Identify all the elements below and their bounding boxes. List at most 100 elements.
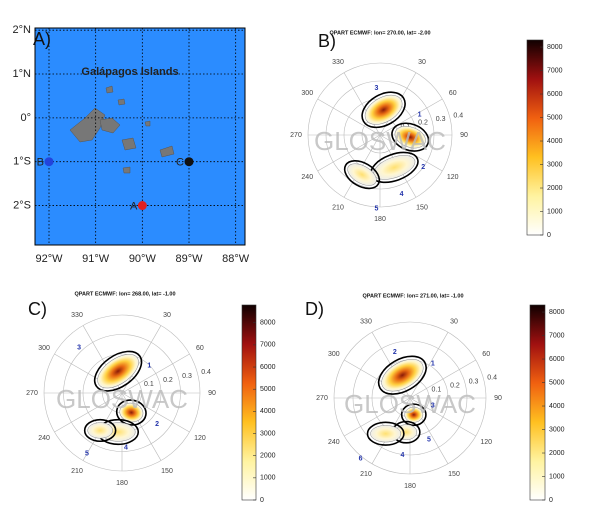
colorbar-tick-label: 2000 [549,450,565,457]
day-label: 4 [124,444,128,451]
contour-outline [377,355,427,395]
contour-fill [87,422,113,439]
colorbar-tick-label: 8000 [549,309,565,316]
y-tick-label: 0° [20,112,31,124]
island [121,137,137,151]
theta-tick-label: 60 [482,351,490,358]
r-tick-label: 0.2 [418,120,428,127]
day-label: 3 [77,345,81,352]
day-label: 5 [374,205,378,212]
theta-tick-label: 90 [460,132,468,139]
colorbar-tick-label: 5000 [260,386,276,393]
y-tick-label: 1°S [13,156,31,168]
watermark: GLOSWAC [344,389,476,419]
colorbar-tick-label: 3000 [547,161,563,168]
colorbar-tick-label: 5000 [549,379,565,386]
panel-label: D) [305,299,324,319]
theta-tick-label: 180 [116,480,128,487]
r-tick-label: 0.4 [487,374,497,381]
site-label: C [176,157,184,169]
x-tick-label: 92°W [35,253,63,265]
colorbar-tick-label: 7000 [547,67,563,74]
contour-fill [370,425,402,443]
theta-tick-label: 150 [448,471,460,478]
day-label: 2 [421,164,425,171]
contour-fill [394,125,426,149]
panel-label: C) [28,299,47,319]
colorbar-tick-label: 0 [260,497,264,504]
day-label: 3 [374,85,378,92]
map-ocean [34,27,246,246]
colorbar-tick-label: 2000 [547,185,563,192]
colorbar [529,304,546,501]
colorbar-tick-label: 7000 [260,342,276,349]
r-tick-label: 0.2 [163,377,173,384]
theta-tick-label: 210 [332,205,344,212]
grid-spoke [317,98,381,136]
theta-tick-label: 270 [316,395,328,402]
day-label: 1 [147,363,151,370]
day-label: 6 [359,456,363,463]
grid-spoke [317,134,381,172]
grid-spoke [409,359,476,399]
contour-outline [366,421,405,446]
y-tick-label: 2°S [13,199,31,211]
grid-spoke [343,72,381,136]
colorbar-tick-label: 4000 [260,408,276,415]
theta-tick-label: 330 [360,319,372,326]
site-label: A [130,200,138,212]
grid-spoke [54,392,123,433]
grid-spoke [409,397,476,437]
site-label: B [37,157,44,169]
colorbar-tick-label: 2000 [260,453,276,460]
theta-tick-label: 300 [38,345,50,352]
theta-tick-label: 90 [208,390,216,397]
grid-spoke [379,98,443,136]
contour-fill [97,354,139,389]
colorbar-tick-label: 4000 [549,403,565,410]
site-point [44,157,54,167]
contour-fill [404,406,424,423]
island [105,85,114,94]
theta-tick-label: 120 [447,174,459,181]
y-tick-label: 2°N [13,24,32,36]
contour-fill [364,94,403,125]
island [159,145,175,158]
day-label: 2 [393,349,397,356]
day-label: 1 [431,361,435,368]
colorbar-tick-label: 3000 [549,426,565,433]
r-tick-label: 0.2 [450,382,460,389]
theta-tick-label: 270 [26,390,38,397]
theta-tick-label: 330 [71,312,83,319]
theta-tick-label: 240 [328,439,340,446]
theta-tick-label: 30 [163,312,171,319]
r-tick-label: 0.3 [182,373,192,380]
colorbar-tick-label: 4000 [547,138,563,145]
colorbar-tick-label: 8000 [547,44,563,51]
x-tick-label: 91°W [82,253,110,265]
theta-tick-label: 180 [374,216,386,223]
theta-tick-label: 150 [161,468,173,475]
theta-tick-label: 60 [196,345,204,352]
colorbar-tick-label: 5000 [547,114,563,121]
grid-spoke [344,359,411,399]
day-label: 5 [427,437,431,444]
colorbar-tick-label: 3000 [260,430,276,437]
colorbar-tick-label: 6000 [549,356,565,363]
colorbar-tick-label: 6000 [547,91,563,98]
colorbar-tick-label: 8000 [260,320,276,327]
island [99,117,121,134]
x-tick-label: 90°W [129,253,157,265]
panel-title: QPART ECMWF: lon= 270.00, lat= -2.00 [329,30,430,36]
theta-tick-label: 210 [360,471,372,478]
map-title: Galápagos Islands [81,66,178,78]
theta-tick-label: 60 [449,90,457,97]
contour-outline [83,418,117,443]
island [144,120,151,127]
theta-tick-label: 120 [480,439,492,446]
x-tick-label: 89°W [175,253,203,265]
colorbar-tick-label: 1000 [549,473,565,480]
theta-tick-label: 300 [328,351,340,358]
contour-outline [93,350,143,392]
